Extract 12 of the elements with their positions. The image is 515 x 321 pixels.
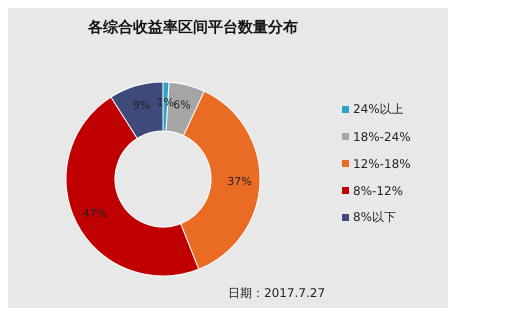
legend-label: 8%以下 — [352, 209, 398, 226]
text: 日期：2017.7.27 — [228, 285, 326, 302]
data-label: 6% — [173, 98, 191, 112]
data-label: 37% — [227, 174, 252, 188]
chart-title: 各综合收益率区间平台数量分布 — [88, 18, 298, 37]
data-label: 9% — [132, 99, 150, 112]
data-label: 47% — [82, 207, 108, 220]
legend-label: 24%以上 — [352, 101, 405, 118]
legend-label: 18%-24% — [352, 128, 411, 146]
legend-label: 12%-18% — [352, 156, 411, 172]
data-label: 1% — [156, 96, 174, 110]
legend-label: 8%-12% — [352, 182, 404, 200]
